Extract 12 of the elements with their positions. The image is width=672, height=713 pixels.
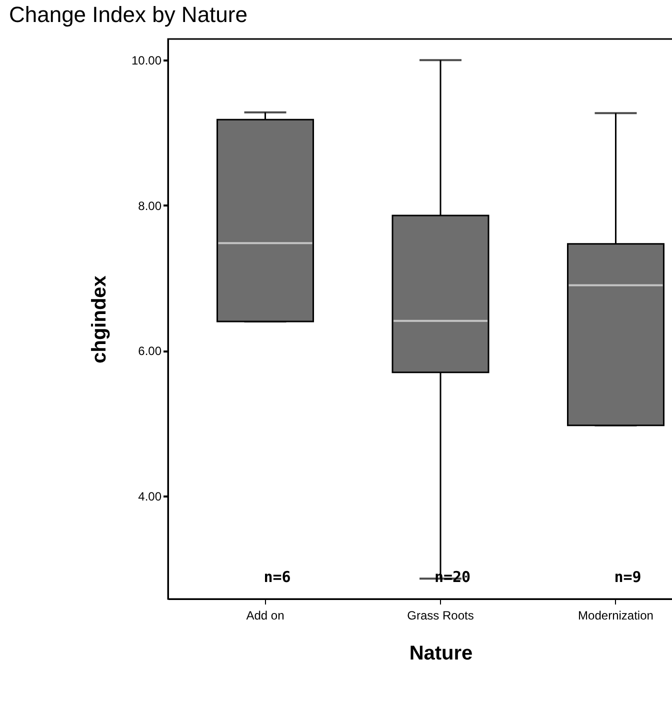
- x-tick-label: Add on: [246, 608, 284, 622]
- annotation: n=9: [614, 568, 642, 586]
- annotation: n=6: [264, 568, 291, 586]
- x-tick-label: Grass Roots: [407, 608, 474, 622]
- y-tick-label: 6.00: [138, 344, 162, 358]
- y-tick-label: 8.00: [138, 198, 162, 213]
- y-axis-title: chgindex: [88, 276, 110, 364]
- x-axis-title: Nature: [409, 642, 473, 664]
- chart-title: Change Index by Nature: [8, 2, 248, 27]
- y-tick-label: 10.00: [131, 54, 162, 68]
- y-tick-label: 4.00: [138, 489, 162, 504]
- x-tick-label: Modernization: [578, 608, 654, 622]
